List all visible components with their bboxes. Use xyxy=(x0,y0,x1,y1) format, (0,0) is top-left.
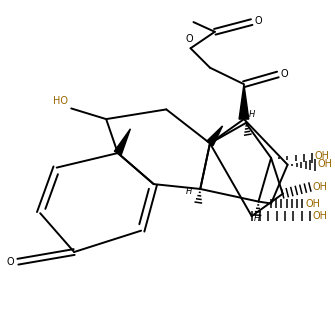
Text: H: H xyxy=(253,214,260,223)
Text: H: H xyxy=(186,187,192,196)
Text: OH: OH xyxy=(313,182,328,192)
Polygon shape xyxy=(114,129,130,155)
Text: O: O xyxy=(186,34,193,44)
Text: OH: OH xyxy=(305,198,320,209)
Polygon shape xyxy=(239,84,249,119)
Text: HO: HO xyxy=(53,96,68,107)
Text: O: O xyxy=(6,257,14,267)
Text: OH: OH xyxy=(313,211,328,221)
Text: H: H xyxy=(249,110,255,119)
Text: OH: OH xyxy=(318,159,333,169)
Text: O: O xyxy=(255,16,262,26)
Text: OH: OH xyxy=(315,151,330,161)
Text: O: O xyxy=(281,69,288,78)
Polygon shape xyxy=(207,126,222,146)
